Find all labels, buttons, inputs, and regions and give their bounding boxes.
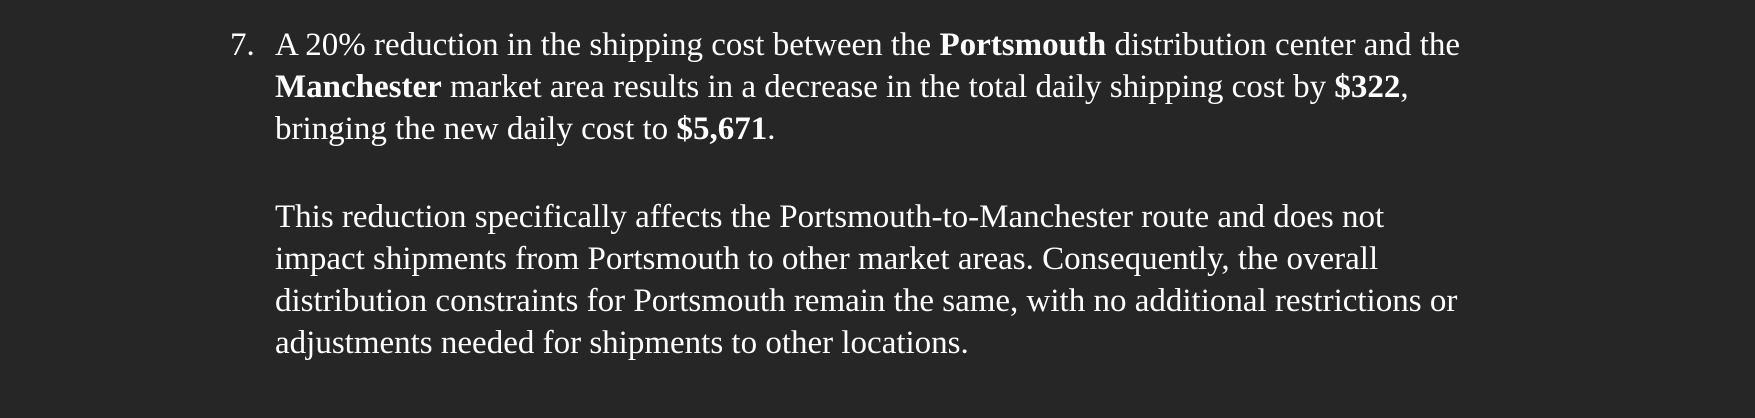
paragraph-summary-line-2: Manchester market area results in a decr… (275, 69, 1409, 105)
paragraph-detail: This reduction specifically affects the … (275, 196, 1655, 364)
bold-portsmouth: Portsmouth (939, 27, 1107, 63)
paragraph-detail-line-2: impact shipments from Portsmouth to othe… (275, 241, 1379, 277)
paragraph-detail-line-1: This reduction specifically affects the … (275, 199, 1385, 235)
list-item-number: 7. (230, 27, 255, 63)
bold-new-daily-cost: $5,671 (676, 111, 768, 147)
paragraph-detail-line-3: distribution constraints for Portsmouth … (275, 283, 1458, 319)
bold-manchester: Manchester (275, 69, 442, 105)
paragraph-summary: A 20% reduction in the shipping cost bet… (275, 24, 1655, 150)
bold-cost-decrease: $322 (1334, 69, 1401, 105)
list-item-body: A 20% reduction in the shipping cost bet… (275, 24, 1655, 364)
paragraph-summary-line-1: A 20% reduction in the shipping cost bet… (275, 27, 1461, 63)
paragraph-summary-line-3: bringing the new daily cost to $5,671. (275, 111, 776, 147)
paragraph-detail-line-4: adjustments needed for shipments to othe… (275, 325, 969, 361)
